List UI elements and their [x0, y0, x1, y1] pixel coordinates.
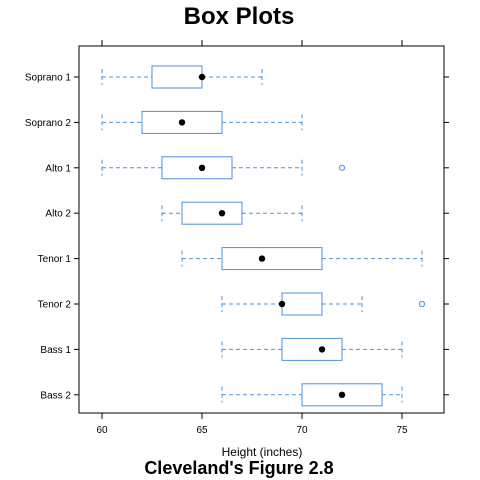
category-label: Alto 1 — [45, 163, 71, 174]
box-group — [101, 110, 303, 134]
box — [151, 65, 203, 89]
box-group — [101, 156, 346, 180]
median-dot — [178, 119, 186, 126]
box-group — [221, 337, 403, 361]
x-axis-label: Height (inches) — [222, 445, 303, 459]
box-group — [221, 383, 403, 407]
category-label: Soprano 2 — [25, 118, 72, 129]
box-group — [221, 292, 426, 316]
axis-ticks: 60 65 70 75 — [96, 40, 408, 436]
x-tick-label: 65 — [196, 425, 208, 436]
x-tick-label: 75 — [396, 425, 408, 436]
median-dot — [338, 391, 346, 398]
chart-subtitle: Cleveland's Figure 2.8 — [144, 458, 333, 478]
plot-frame — [78, 45, 445, 414]
category-label: Tenor 2 — [38, 300, 72, 311]
box-group — [181, 247, 423, 271]
median-dot — [218, 210, 226, 217]
median-dot — [318, 346, 326, 353]
box — [281, 292, 323, 316]
chart-title: Box Plots — [184, 3, 295, 30]
median-dot — [198, 164, 206, 171]
median-dot — [278, 300, 286, 308]
category-label: Tenor 1 — [38, 254, 72, 265]
outlier-point — [338, 164, 346, 171]
boxes — [101, 65, 426, 407]
category-label: Bass 2 — [40, 390, 71, 401]
x-tick-label: 60 — [96, 425, 108, 436]
category-labels: Soprano 1 Soprano 2 Alto 1 Alto 2 Tenor 1 Ten… — [25, 73, 449, 401]
box — [221, 247, 323, 271]
box — [281, 337, 343, 361]
category-label: Soprano 1 — [25, 73, 72, 84]
box-group — [161, 201, 303, 225]
x-tick-label: 70 — [296, 425, 308, 436]
box-group — [101, 65, 263, 89]
category-label: Alto 2 — [45, 209, 71, 220]
box — [181, 201, 243, 225]
median-dot — [258, 255, 266, 262]
box — [161, 156, 233, 180]
category-label: Bass 1 — [40, 345, 71, 356]
outlier-point — [418, 300, 426, 308]
median-dot — [198, 73, 206, 81]
